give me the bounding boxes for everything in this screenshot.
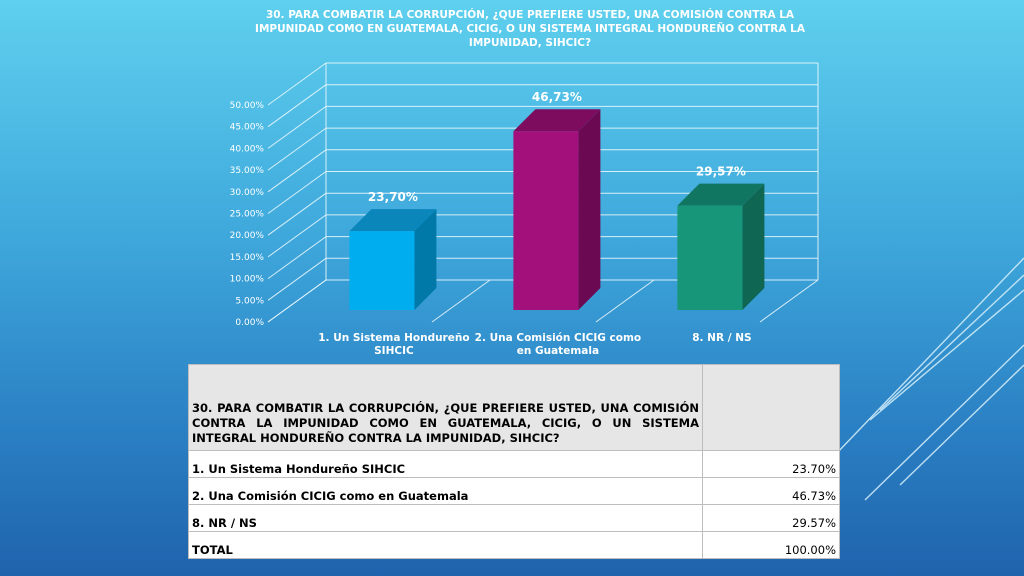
gridline [267,171,327,214]
category-label: 8. NR / NS [692,332,751,344]
bar-top [513,109,601,132]
summary-table: 30. PARA COMBATIR LA CORRUPCIÓN, ¿QUE PR… [188,364,840,559]
floor-line [595,279,655,323]
gridline [267,149,327,193]
y-tick-label: 25.00% [230,210,265,220]
bar-front [677,205,743,310]
y-tick-label: 35.00% [230,166,265,176]
category-label: SIHCIC [374,345,414,357]
gridline [267,257,327,301]
floor-line [759,279,819,323]
floor-line [431,279,491,323]
table-header-empty [702,364,840,451]
bar-side [742,183,765,310]
gridline [267,62,327,106]
bar-front [349,231,415,310]
table-header-row: 30. PARA COMBATIR LA CORRUPCIÓN, ¿QUE PR… [188,364,840,451]
gridline [267,192,327,236]
y-tick-label: 30.00% [230,188,265,198]
category-label: 2. Una Comisión CICIG como [475,332,641,344]
table-row-value: 29.57% [702,504,840,532]
table-row: 1. Un Sistema Hondureño SIHCIC 23.70% [188,450,840,478]
y-tick-label: 15.00% [230,253,265,263]
bar [513,109,601,310]
category-label: 1. Un Sistema Hondureño [318,332,469,344]
data-label: 46,73% [532,90,582,104]
bar-top [349,209,437,232]
bar [349,209,437,310]
gridline [267,236,327,280]
floor-line [267,279,327,323]
table-row: 8. NR / NS 29.57% [188,504,840,532]
table-row-label: 1. Un Sistema Hondureño SIHCIC [188,450,703,478]
gridline [267,214,327,258]
table-row-value: 23.70% [702,450,840,478]
table-row-label: 2. Una Comisión CICIG como en Guatemala [188,477,703,505]
bar-top [677,183,765,206]
table-row-label: TOTAL [188,531,703,559]
table-question: 30. PARA COMBATIR LA CORRUPCIÓN, ¿QUE PR… [188,364,703,451]
gridline [267,105,327,149]
table-row-value: 100.00% [702,531,840,559]
category-label: en Guatemala [517,345,599,357]
bar [677,183,765,310]
bar-chart: 0.00% 5.00% 10.00% 15.00% 20.00% 25.00% 30.00%… [230,62,819,357]
gridline [267,127,327,171]
y-tick-label: 0.00% [235,318,264,328]
y-tick-label: 40.00% [230,144,265,154]
data-label: 29,57% [696,165,746,179]
bar-side [414,209,437,310]
chart-title: 30. PARA COMBATIR LA CORRUPCIÓN, ¿QUE PR… [255,9,805,49]
table-row-value: 46.73% [702,477,840,505]
table-row-total: TOTAL 100.00% [188,531,840,559]
data-label: 23,70% [368,190,418,204]
table-row: 2. Una Comisión CICIG como en Guatemala … [188,477,840,505]
bar-front [513,131,579,310]
gridline [267,84,327,128]
table-row-label: 8. NR / NS [188,504,703,532]
y-tick-label: 20.00% [230,231,265,241]
y-tick-label: 5.00% [235,296,264,306]
bar-side [578,109,601,310]
y-tick-label: 50.00% [230,101,265,111]
y-tick-label: 45.00% [230,123,265,133]
y-tick-label: 10.00% [230,275,265,285]
